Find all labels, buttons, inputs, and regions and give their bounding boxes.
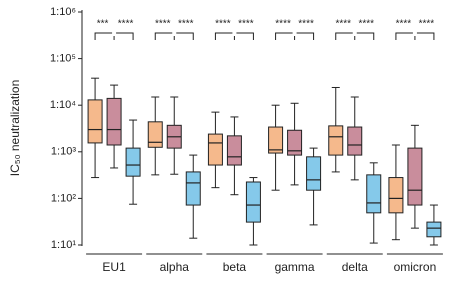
significance: **** bbox=[118, 19, 134, 30]
bracket bbox=[395, 32, 435, 40]
box bbox=[366, 174, 382, 214]
significance: **** bbox=[298, 19, 314, 30]
x-tick-label: gamma bbox=[275, 260, 315, 274]
bracket bbox=[214, 32, 254, 40]
box bbox=[287, 129, 303, 156]
significance: **** bbox=[419, 19, 435, 30]
y-tick-label: 1:10⁴ bbox=[50, 99, 76, 111]
y-axis-label: IC₅₀ neutralization bbox=[8, 80, 22, 177]
x-tick-label: delta bbox=[342, 260, 368, 274]
box bbox=[306, 156, 322, 191]
bracket bbox=[94, 32, 134, 40]
y-tick-label: 1:10² bbox=[51, 192, 76, 204]
x-tick-label: alpha bbox=[160, 260, 190, 274]
x-tick-label: EU1 bbox=[102, 260, 126, 274]
box bbox=[185, 171, 201, 206]
box bbox=[328, 125, 344, 156]
box bbox=[226, 135, 242, 166]
significance: **** bbox=[178, 19, 194, 30]
significance: *** bbox=[97, 19, 109, 30]
significance: **** bbox=[396, 19, 412, 30]
bracket bbox=[154, 32, 194, 40]
box bbox=[388, 177, 404, 214]
x-tick-label: beta bbox=[223, 260, 247, 274]
box bbox=[426, 221, 442, 238]
significance: **** bbox=[335, 19, 351, 30]
box bbox=[268, 126, 284, 154]
box bbox=[87, 99, 103, 144]
significance: **** bbox=[275, 19, 291, 30]
bracket bbox=[335, 32, 375, 40]
y-tick-label: 1:10³ bbox=[51, 146, 76, 158]
box bbox=[147, 121, 163, 148]
bracket bbox=[275, 32, 315, 40]
box bbox=[245, 181, 261, 223]
box bbox=[407, 147, 423, 206]
x-tick-label: omicron bbox=[394, 260, 437, 274]
box bbox=[347, 126, 363, 156]
significance: **** bbox=[215, 19, 231, 30]
y-tick-label: 1:10⁶ bbox=[50, 6, 76, 18]
significance: **** bbox=[155, 19, 171, 30]
y-tick-label: 1:10¹ bbox=[51, 239, 76, 251]
box bbox=[207, 133, 223, 166]
significance: **** bbox=[238, 19, 254, 30]
significance: **** bbox=[358, 19, 374, 30]
box bbox=[125, 147, 141, 177]
y-tick-label: 1:10⁵ bbox=[50, 53, 76, 65]
box bbox=[106, 97, 122, 146]
